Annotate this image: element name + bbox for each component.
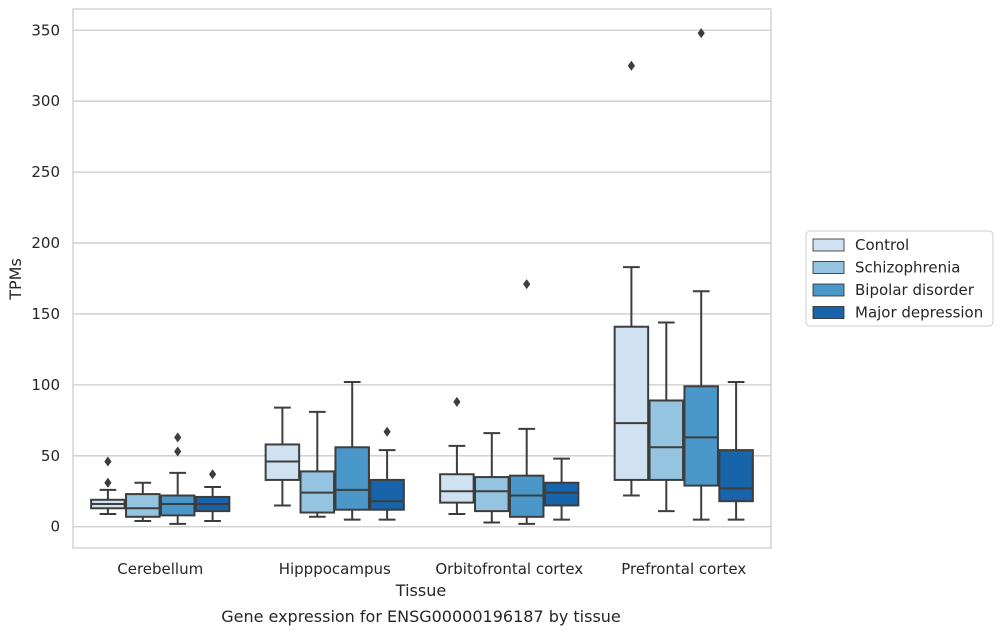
- box-major-depression: [543, 457, 580, 521]
- legend-swatch: [812, 306, 845, 319]
- plot-frame: [72, 8, 772, 549]
- x-tick-label: Hipppocampus: [279, 560, 391, 578]
- box-control: [90, 456, 126, 515]
- box-control: [264, 406, 301, 507]
- legend-frame: [805, 230, 994, 327]
- box-bipolar-disorder: [334, 381, 370, 521]
- iqr-box: [125, 493, 161, 518]
- y-axis-label: TPMs: [6, 258, 25, 301]
- legend-label: Bipolar disorder: [855, 281, 975, 299]
- legend-label: Major depression: [855, 304, 983, 322]
- iqr-box: [334, 446, 370, 511]
- y-tick-label: 0: [50, 518, 60, 536]
- outlier-point: [383, 426, 391, 437]
- legend-label: Control: [855, 236, 909, 254]
- box-bipolar-disorder: [508, 279, 545, 525]
- box-control: [439, 396, 475, 515]
- x-tick-label: Prefrontal cortex: [621, 560, 746, 578]
- chart-caption: Gene expression for ENSG00000196187 by t…: [221, 607, 621, 626]
- outlier-point: [453, 396, 461, 407]
- box-schizophrenia: [125, 481, 161, 523]
- outlier-point: [697, 28, 705, 39]
- y-tick-label: 50: [41, 447, 60, 465]
- outlier-point: [209, 469, 217, 480]
- box-major-depression: [718, 381, 754, 521]
- iqr-box: [439, 473, 475, 504]
- legend: Control Schizophrenia Bipolar disorder Majo…: [805, 230, 994, 327]
- iqr-box: [718, 449, 754, 503]
- y-tick-label: 100: [31, 376, 60, 394]
- legend-swatch: [812, 238, 845, 252]
- legend-swatch: [812, 283, 845, 297]
- y-tick-label: 150: [31, 305, 60, 323]
- outlier-point: [104, 477, 112, 488]
- y-tick-label: 350: [31, 21, 60, 39]
- outlier-point: [174, 432, 182, 443]
- y-tick-labels: 0 50 100 150 200 250 300 350: [31, 21, 60, 535]
- box-major-depression: [369, 426, 405, 521]
- x-tick-label: Cerebellum: [117, 560, 203, 578]
- box-schizophrenia: [648, 321, 685, 513]
- grid-lines: [73, 29, 771, 528]
- iqr-box: [474, 476, 510, 513]
- iqr-box: [159, 494, 196, 517]
- legend-label: Schizophrenia: [855, 259, 960, 277]
- outlier-point: [523, 279, 531, 290]
- box-bipolar-disorder: [159, 432, 196, 525]
- outlier-point: [174, 446, 182, 457]
- box-bipolar-disorder: [683, 28, 719, 521]
- boxes-layer: [90, 28, 754, 525]
- outlier-point: [627, 60, 635, 71]
- iqr-box: [543, 481, 580, 507]
- iqr-box: [369, 478, 405, 511]
- legend-swatch: [812, 261, 845, 274]
- iqr-box: [613, 325, 650, 481]
- y-tick-label: 300: [31, 92, 60, 110]
- x-tick-labels: Cerebellum Hipppocampus Orbitofrontal cort…: [117, 560, 746, 578]
- y-tick-label: 200: [31, 234, 60, 252]
- iqr-box: [683, 385, 719, 487]
- x-axis-label: Tissue: [395, 581, 446, 600]
- iqr-box: [648, 399, 685, 481]
- box-major-depression: [194, 469, 231, 523]
- outlier-point: [104, 456, 112, 467]
- x-tick-label: Orbitofrontal cortex: [435, 560, 583, 578]
- box-schizophrenia: [474, 432, 510, 524]
- y-tick-label: 250: [31, 163, 60, 181]
- box-control: [613, 60, 650, 497]
- box-schizophrenia: [299, 410, 336, 518]
